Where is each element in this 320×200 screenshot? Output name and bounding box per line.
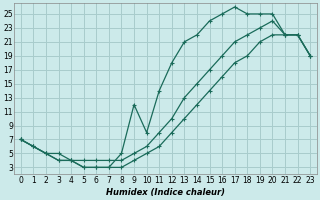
X-axis label: Humidex (Indice chaleur): Humidex (Indice chaleur)	[106, 188, 225, 197]
